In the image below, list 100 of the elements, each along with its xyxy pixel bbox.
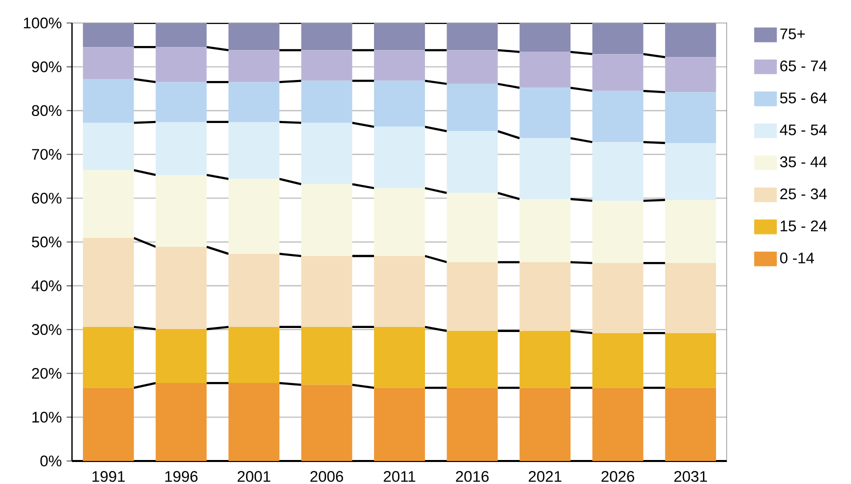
bar — [665, 22, 716, 58]
bar — [82, 238, 134, 327]
bar — [520, 52, 571, 88]
x-tick-label: 2001 — [238, 471, 270, 482]
bar — [665, 200, 716, 264]
bar — [228, 254, 280, 327]
legend-label: 55 - 64 — [780, 92, 827, 104]
bar — [156, 174, 207, 247]
bar — [665, 388, 716, 461]
y-tick-label: 20% — [32, 368, 62, 379]
x-tick-label: 2021 — [528, 471, 562, 482]
x-tick-label: 2026 — [602, 471, 634, 482]
bar — [446, 50, 498, 84]
bar — [156, 47, 207, 82]
legend-label: 45 - 54 — [780, 124, 827, 136]
x-tick-label: 1991 — [92, 471, 125, 482]
bar — [374, 22, 425, 50]
bar — [520, 22, 571, 52]
bar — [520, 388, 571, 461]
bar — [374, 388, 425, 461]
bar — [520, 262, 571, 331]
bar — [520, 199, 571, 262]
y-tick-label: 0% — [40, 456, 62, 466]
bar — [446, 388, 498, 461]
y-tick-label: 60% — [32, 192, 62, 204]
x-tick-label: 1996 — [165, 471, 198, 482]
bar — [82, 122, 134, 170]
bar — [374, 188, 425, 256]
x-tick-label: 2031 — [674, 471, 707, 482]
bar — [82, 22, 134, 48]
bar — [301, 22, 352, 50]
bar — [82, 47, 134, 80]
bar — [592, 388, 644, 461]
bar — [301, 384, 352, 461]
bar — [446, 262, 498, 331]
bar — [665, 57, 716, 92]
bar — [82, 388, 134, 461]
bar — [156, 82, 207, 122]
bar — [156, 122, 207, 175]
bar — [301, 326, 352, 385]
bar — [374, 50, 425, 81]
bar — [446, 84, 498, 132]
bar — [446, 131, 498, 193]
legend-label: 35 - 44 — [780, 156, 827, 168]
y-tick-label: 30% — [32, 324, 62, 336]
bar — [301, 80, 352, 123]
bar — [228, 383, 280, 461]
bar — [446, 22, 498, 50]
bar — [374, 80, 425, 127]
y-tick-label: 70% — [32, 148, 62, 160]
bar — [520, 138, 571, 200]
bar — [228, 82, 280, 122]
bar — [592, 263, 644, 334]
bar — [156, 329, 207, 384]
bar — [301, 50, 352, 81]
bar — [592, 142, 644, 201]
bar — [301, 184, 352, 256]
bar — [228, 22, 280, 50]
bar — [156, 383, 207, 461]
bar — [665, 92, 716, 143]
bar — [228, 122, 280, 179]
x-tick-label: 2016 — [456, 471, 489, 482]
bar — [156, 246, 207, 330]
bar — [301, 256, 352, 327]
legend-label: 15 - 24 — [780, 220, 827, 232]
bar — [592, 22, 644, 54]
bar — [82, 170, 134, 238]
legend-label: 75+ — [780, 28, 805, 40]
bar — [520, 330, 571, 388]
bar — [82, 79, 134, 123]
bar — [665, 143, 716, 200]
bar — [592, 333, 644, 388]
y-tick-label: 10% — [32, 412, 62, 423]
bar — [228, 326, 280, 384]
bar — [665, 333, 716, 388]
legend-label: 0 -14 — [780, 252, 814, 264]
y-tick-label: 40% — [32, 280, 62, 292]
y-tick-label: 50% — [32, 236, 62, 248]
bar — [520, 88, 571, 138]
bar — [592, 200, 644, 264]
bar — [374, 326, 425, 388]
legend-label: 65 - 74 — [780, 60, 827, 72]
bar — [82, 326, 134, 388]
y-tick-label: 80% — [32, 105, 62, 116]
bar — [446, 330, 498, 388]
bar — [665, 263, 716, 334]
bar — [156, 22, 207, 48]
bar — [592, 90, 644, 142]
x-tick-label: 2006 — [310, 471, 344, 482]
legend-label: 25 - 34 — [780, 188, 827, 200]
bar — [228, 178, 280, 254]
y-tick-label: 90% — [32, 61, 62, 72]
bar — [301, 122, 352, 184]
x-tick-label: 2011 — [384, 471, 416, 482]
y-tick-label: 100% — [24, 18, 62, 28]
bar — [228, 50, 280, 82]
bar — [374, 256, 425, 327]
bar — [592, 54, 644, 91]
bar — [374, 126, 425, 188]
bar — [446, 192, 498, 262]
